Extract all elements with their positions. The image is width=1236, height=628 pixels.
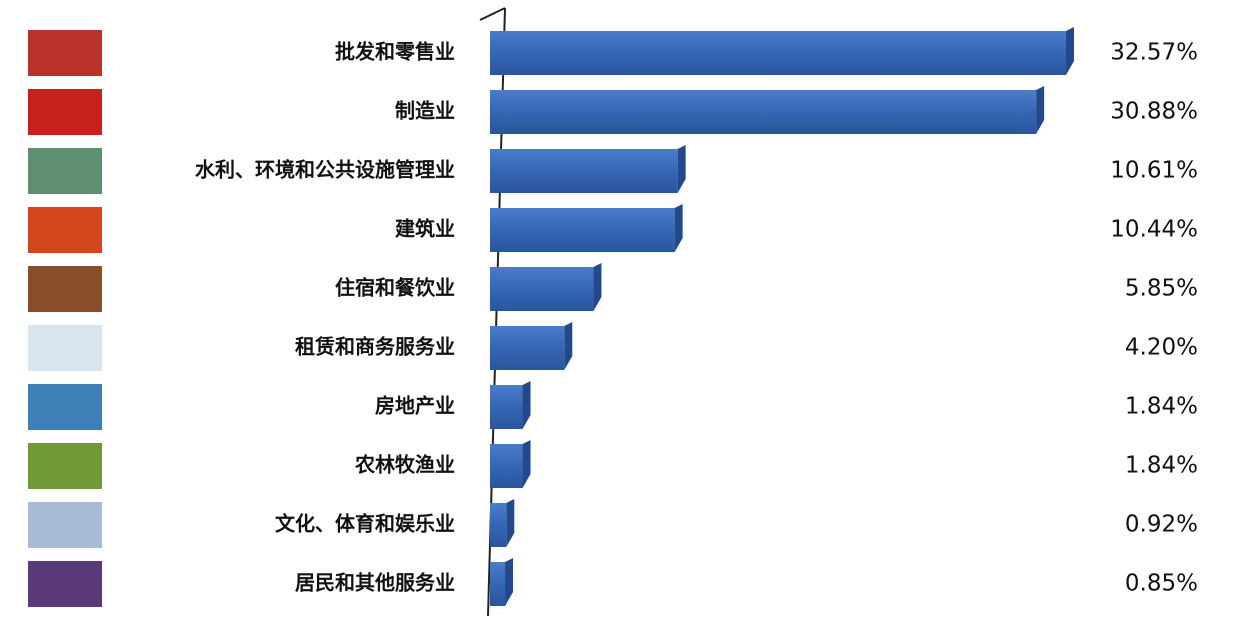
category-label: 房地产业 bbox=[375, 394, 455, 418]
category-label: 建筑业 bbox=[395, 217, 455, 241]
bar-side bbox=[522, 381, 531, 429]
bar-side bbox=[593, 263, 602, 311]
bar bbox=[490, 503, 507, 547]
category-label: 租赁和商务服务业 bbox=[295, 335, 455, 359]
bar-side bbox=[677, 145, 686, 193]
value-label: 4.20% bbox=[1125, 335, 1198, 361]
bar bbox=[490, 267, 594, 311]
icon bbox=[28, 502, 102, 548]
icons bbox=[28, 30, 102, 607]
plot: 批发和零售业 32.57% 制造业 30.88% 水利、环境和公共设施管理业 10.61%… bbox=[195, 27, 1198, 606]
icon bbox=[28, 266, 102, 312]
icon bbox=[28, 325, 102, 371]
back-wall-top bbox=[479, 7, 506, 21]
value-label: 30.88% bbox=[1110, 99, 1198, 125]
bar bbox=[490, 31, 1066, 75]
bar-side bbox=[506, 499, 515, 547]
bar bbox=[490, 208, 675, 252]
category-label: 居民和其他服务业 bbox=[295, 571, 455, 595]
bar bbox=[490, 385, 523, 429]
bar-side bbox=[1036, 86, 1045, 134]
category-label: 水利、环境和公共设施管理业 bbox=[195, 158, 455, 182]
value-label: 32.57% bbox=[1110, 40, 1198, 66]
icon bbox=[28, 443, 102, 489]
bar bbox=[490, 444, 523, 488]
icon bbox=[28, 384, 102, 430]
category-label: 文化、体育和娱乐业 bbox=[275, 512, 455, 536]
value-label: 5.85% bbox=[1125, 276, 1198, 302]
value-label: 1.84% bbox=[1125, 453, 1198, 479]
value-label: 1.84% bbox=[1125, 394, 1198, 420]
icon bbox=[28, 148, 102, 194]
icon bbox=[28, 207, 102, 253]
icon bbox=[28, 89, 102, 135]
category-label: 住宿和餐饮业 bbox=[335, 276, 455, 300]
category-label: 批发和零售业 bbox=[335, 40, 455, 64]
value-label: 0.92% bbox=[1125, 512, 1198, 538]
bar bbox=[490, 326, 565, 370]
bar bbox=[490, 149, 678, 193]
bar-side bbox=[1066, 27, 1074, 75]
value-label: 10.61% bbox=[1110, 158, 1198, 184]
bar-side bbox=[564, 322, 573, 370]
bar-side bbox=[522, 440, 531, 488]
category-label: 农林牧渔业 bbox=[354, 453, 455, 477]
category-label: 制造业 bbox=[395, 99, 455, 123]
bar bbox=[490, 90, 1037, 134]
bar bbox=[490, 562, 506, 606]
value-label: 10.44% bbox=[1110, 217, 1198, 243]
value-label: 0.85% bbox=[1125, 571, 1198, 597]
icon bbox=[28, 561, 102, 607]
icon bbox=[28, 30, 102, 76]
bar-side bbox=[674, 204, 683, 252]
bar-side bbox=[505, 558, 514, 606]
